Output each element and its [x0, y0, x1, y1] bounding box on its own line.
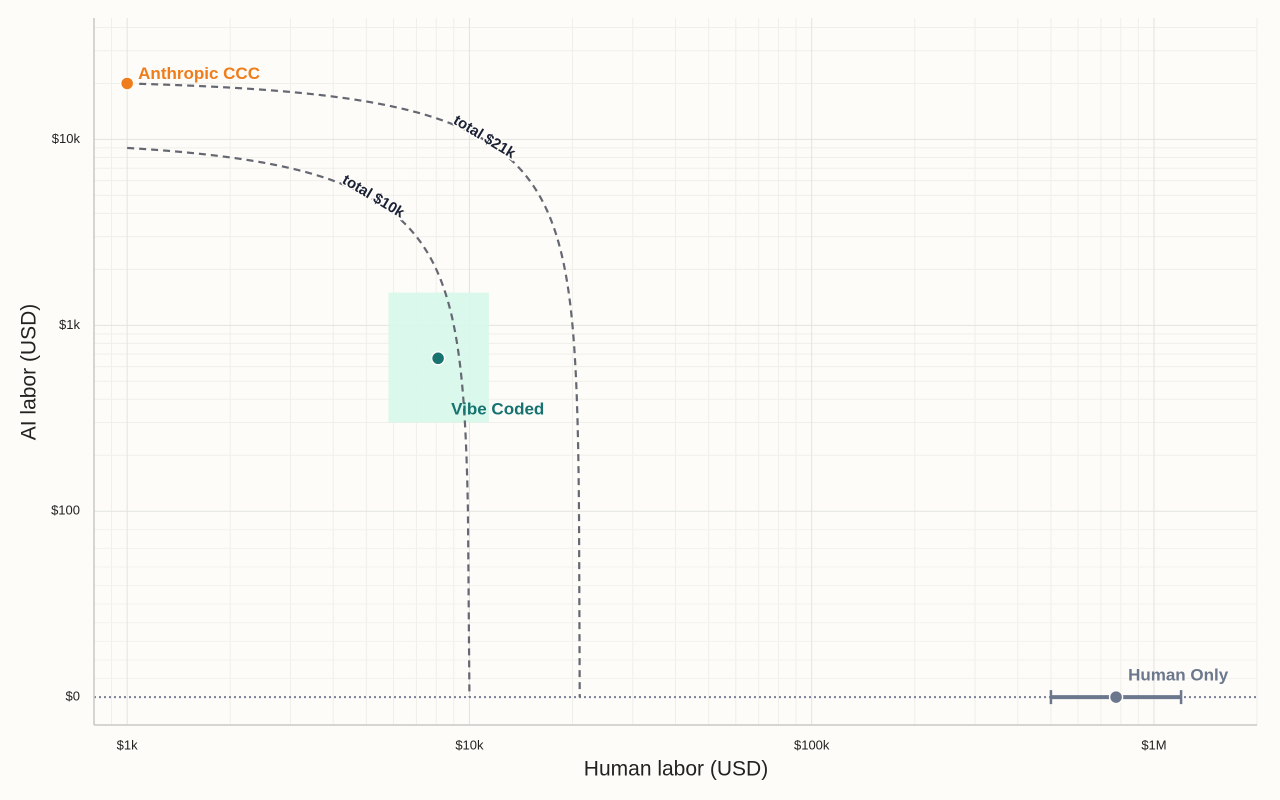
point-label: Vibe Coded [451, 400, 544, 419]
x-tick-label: $10k [455, 737, 484, 752]
point [430, 351, 446, 366]
point-label: Anthropic CCC [138, 64, 260, 83]
y-tick-label: $10k [52, 131, 81, 146]
grid [93, 18, 1258, 725]
y-axis-title: AI labor (USD) [18, 304, 41, 441]
x-tick-label: $100k [794, 737, 830, 752]
curve-label: total $10k [339, 171, 408, 221]
iso-cost-curve [127, 146, 471, 698]
iso-cost-curve [127, 82, 581, 698]
point [119, 76, 135, 91]
y-tick-label: $1k [59, 317, 80, 332]
curve-label: total $21k [450, 112, 519, 163]
x-tick-label: $1k [117, 737, 138, 752]
y-tick-label: $0 [66, 689, 80, 704]
curve-label-group: total $21k [449, 110, 521, 164]
y-tick-label: $100 [51, 503, 80, 518]
x-tick-label: $1M [1141, 737, 1166, 752]
point-label: Human Only [1128, 666, 1229, 685]
curve-label-group: total $10k [338, 170, 410, 223]
x-axis-title: Human labor (USD) [584, 758, 768, 781]
point [1108, 689, 1124, 705]
